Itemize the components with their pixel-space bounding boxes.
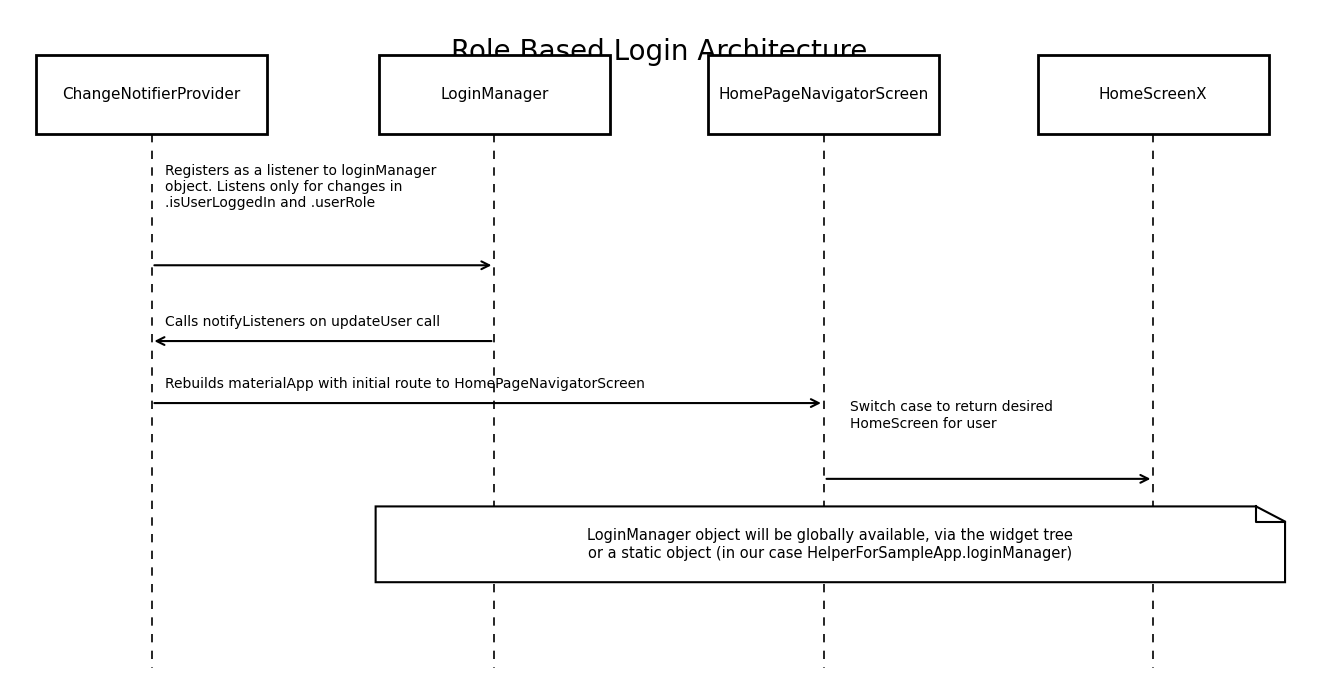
Bar: [1039, 55, 1268, 134]
Polygon shape: [376, 506, 1285, 582]
Text: Role Based Login Architecture: Role Based Login Architecture: [451, 38, 867, 66]
Text: ChangeNotifierProvider: ChangeNotifierProvider: [62, 88, 241, 102]
Bar: [37, 55, 266, 134]
Text: Rebuilds materialApp with initial route to HomePageNavigatorScreen: Rebuilds materialApp with initial route …: [165, 378, 645, 391]
Text: LoginManager object will be globally available, via the widget tree
or a static : LoginManager object will be globally ava…: [588, 528, 1073, 561]
Text: HomeScreenX: HomeScreenX: [1099, 88, 1207, 102]
Bar: [709, 55, 938, 134]
Text: Registers as a listener to loginManager
object. Listens only for changes in
.isU: Registers as a listener to loginManager …: [165, 164, 436, 210]
Text: LoginManager: LoginManager: [440, 88, 548, 102]
Text: Switch case to return desired
HomeScreen for user: Switch case to return desired HomeScreen…: [850, 400, 1053, 431]
Bar: [380, 55, 609, 134]
Text: Calls notifyListeners on updateUser call: Calls notifyListeners on updateUser call: [165, 316, 440, 329]
Text: HomePageNavigatorScreen: HomePageNavigatorScreen: [718, 88, 929, 102]
